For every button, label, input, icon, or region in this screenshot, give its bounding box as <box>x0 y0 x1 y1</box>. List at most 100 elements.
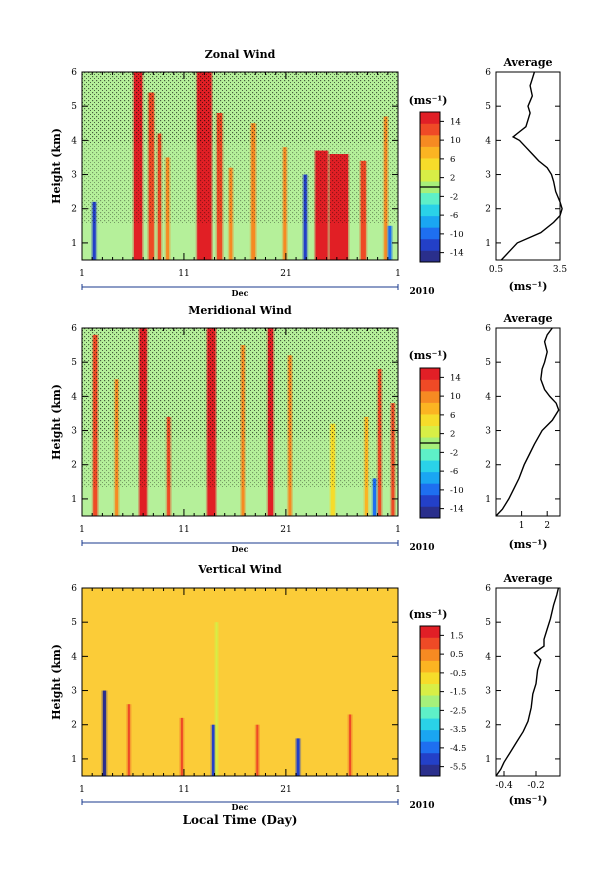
colorbar-tick-label: 2 <box>450 174 455 184</box>
month-bar: Dec <box>81 540 399 554</box>
profile-y-tick-label: 1 <box>485 755 491 765</box>
colorbar-swatch <box>420 402 440 415</box>
colorbar-frame <box>419 625 441 777</box>
month-label: Dec <box>232 288 249 298</box>
heatmap-plot <box>82 72 398 260</box>
heatmap-background <box>82 588 398 776</box>
colorbar-swatch <box>420 718 440 731</box>
profile-xlabel: (ms⁻¹) <box>509 794 548 807</box>
profile-y-tick-label: 3 <box>485 427 491 437</box>
heatmap-streak-halo <box>295 738 302 776</box>
profile-frame <box>495 327 561 517</box>
heatmap-streak <box>296 738 300 776</box>
y-tick-label: 1 <box>71 495 77 505</box>
x-axis-label: Local Time (Day) <box>183 813 298 827</box>
y-tick-label: 4 <box>71 652 77 662</box>
heatmap-plot <box>82 588 398 776</box>
profile-y-tick-label: 6 <box>485 324 491 334</box>
profile-x-tick-label: -0.4 <box>495 781 513 791</box>
x-tick-label: 21 <box>280 269 291 279</box>
heatmap-streak-halo <box>101 690 108 776</box>
y-tick-label: 1 <box>71 755 77 765</box>
colorbar-tick-label: 2 <box>450 430 455 440</box>
y-tick-label: 4 <box>71 392 77 402</box>
profile-y-tick-label: 4 <box>485 652 491 662</box>
profile-plot: Average 1 2 3 4 5 6 -0.4 -0.2 (ms⁻¹) <box>485 572 561 807</box>
colorbar-swatch <box>420 368 440 380</box>
profile-y-tick-label: 4 <box>485 392 491 402</box>
colorbar-swatch <box>420 494 440 507</box>
y-axis-ticks: 1 2 3 4 5 6 <box>71 324 398 505</box>
profile-plot: Average 1 2 3 4 5 6 0.5 3.5 (ms⁻¹) <box>485 56 567 293</box>
x-tick-label: 1 <box>79 269 85 279</box>
colorbar-units: (ms⁻¹) <box>409 94 448 107</box>
heatmap-streak-halo <box>371 478 378 516</box>
x-tick-label: 1 <box>79 525 85 535</box>
heatmap-streak <box>349 714 352 776</box>
colorbar-tick-label: -10 <box>450 486 464 496</box>
y-tick-label: 3 <box>71 171 77 181</box>
profile-y-tick-label: 1 <box>485 239 491 249</box>
colorbar-tick-label: 10 <box>450 136 461 146</box>
x-axis-ticks <box>81 72 399 260</box>
heatmap-streak-halo <box>254 724 260 776</box>
colorbar-swatch <box>420 672 440 684</box>
colorbar-swatch <box>420 483 440 496</box>
profile-line <box>495 587 560 777</box>
profile-content: 1 2 3 4 5 6 0.5 3.5 <box>485 68 567 275</box>
heatmap-streak <box>373 478 377 516</box>
y-tick-label: 6 <box>71 68 77 78</box>
colorbar-tick-label: -5.5 <box>450 763 466 773</box>
colorbar-tick-label: 10 <box>450 392 461 402</box>
x-tick-label: 11 <box>178 525 189 535</box>
heatmap-features <box>101 622 353 776</box>
colorbar-tick-label: 1.5 <box>450 631 464 641</box>
heatmap-streak <box>256 724 259 776</box>
profile-title: Average <box>502 572 552 585</box>
colorbar-swatch <box>420 695 440 708</box>
heatmap-streak <box>92 201 96 260</box>
colorbar-swatch <box>420 729 440 742</box>
month-bar: Dec <box>81 284 399 298</box>
profile-y-tick-label: 2 <box>485 205 491 215</box>
colorbar-tick-label: -2 <box>450 448 458 458</box>
panel-title: Meridional Wind <box>188 304 292 317</box>
colorbar-tick-label: 6 <box>450 155 455 165</box>
profile-y-tick-label: 2 <box>485 721 491 731</box>
y-tick-label: 4 <box>71 136 77 146</box>
colorbar-tick-label: -14 <box>450 249 464 259</box>
colorbar-swatch <box>420 649 440 661</box>
dot-overlay-mid <box>82 438 398 488</box>
month-label: Dec <box>232 802 249 812</box>
x-axis-ticks <box>81 328 399 516</box>
plot-frame <box>81 327 399 517</box>
profile-x-tick-label: 0.5 <box>489 265 504 275</box>
colorbar: 1.5 0.5 -0.5 -1.5 -2.5 -3.5 -4.5 -5.5 <box>419 625 466 777</box>
heatmap-plot <box>82 328 398 516</box>
colorbar-units: (ms⁻¹) <box>409 608 448 621</box>
year-label: 2010 <box>409 287 434 297</box>
profile-x-tick-label: 2 <box>544 521 550 531</box>
colorbar-swatch <box>420 123 440 136</box>
heatmap-streak-halo <box>210 724 217 776</box>
colorbar-swatch <box>420 238 440 251</box>
colorbar-swatch <box>420 414 440 426</box>
panel-title: Zonal Wind <box>205 48 276 61</box>
colorbar-tick-label: -2.5 <box>450 706 466 716</box>
colorbar-swatch <box>420 146 440 159</box>
panel-title: Vertical Wind <box>197 563 282 576</box>
y-tick-label: 6 <box>71 324 77 334</box>
y-tick-label: 2 <box>71 461 77 471</box>
profile-y-tick-label: 6 <box>485 68 491 78</box>
x-tick-label: 1 <box>395 269 401 279</box>
profile-y-tick-label: 2 <box>485 461 491 471</box>
heatmap-streak <box>211 724 216 776</box>
colorbar-swatch <box>420 637 440 650</box>
colorbar-swatch <box>420 741 440 754</box>
heatmap-streak <box>388 225 392 260</box>
x-tick-label: 21 <box>280 525 291 535</box>
profile-line <box>495 327 560 517</box>
y-tick-label: 5 <box>71 358 77 368</box>
profile-line <box>500 71 563 261</box>
colorbar-tick-label: -2 <box>450 192 458 202</box>
